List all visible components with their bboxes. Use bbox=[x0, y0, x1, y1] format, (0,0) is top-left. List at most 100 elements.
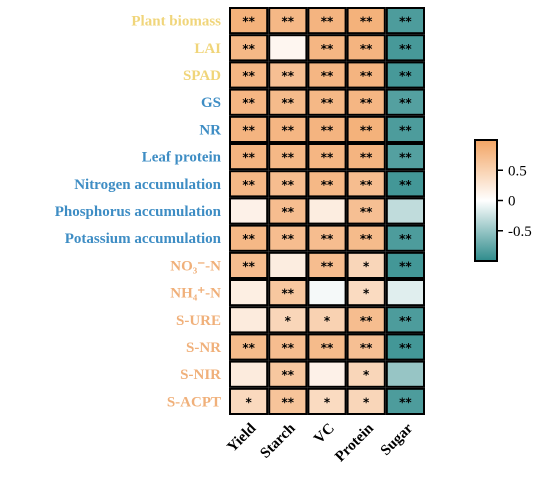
heatmap-cell bbox=[268, 143, 308, 171]
colorbar-gradient bbox=[474, 139, 498, 262]
significance-label: ** bbox=[399, 96, 412, 110]
significance-label: ** bbox=[282, 151, 295, 165]
heatmap-cell bbox=[229, 115, 269, 144]
significance-label: ** bbox=[282, 69, 295, 83]
significance-label: ** bbox=[360, 232, 373, 246]
heatmap-cell bbox=[268, 115, 308, 144]
significance-label: ** bbox=[360, 341, 373, 355]
significance-label: ** bbox=[242, 96, 255, 110]
significance-label: ** bbox=[242, 259, 255, 273]
heatmap-cell bbox=[229, 387, 269, 415]
heatmap-cell bbox=[229, 224, 269, 252]
significance-label: ** bbox=[321, 69, 334, 83]
heatmap-cells: ** ** ** ** **** ** ** **** ** ** ** **** ** ** ** ****… bbox=[229, 7, 425, 415]
column-label: Protein bbox=[332, 420, 377, 465]
heatmap-cell bbox=[307, 115, 347, 144]
significance-label: ** bbox=[360, 314, 373, 328]
heatmap-cell bbox=[229, 279, 269, 307]
heatmap-cell bbox=[346, 115, 386, 144]
heatmap-cell bbox=[307, 170, 347, 198]
heatmap-cell bbox=[307, 224, 347, 252]
row-label: LAI bbox=[194, 41, 221, 57]
heatmap-cell bbox=[307, 34, 347, 62]
heatmap-cell bbox=[307, 333, 347, 361]
significance-label: ** bbox=[242, 123, 255, 137]
heatmap-cell bbox=[385, 143, 425, 171]
row-label: Plant biomass bbox=[131, 14, 221, 30]
heatmap-cell bbox=[268, 88, 308, 116]
heatmap-cell bbox=[268, 333, 308, 361]
significance-label: ** bbox=[321, 15, 334, 29]
heatmap-cell bbox=[268, 306, 308, 334]
significance-label: ** bbox=[242, 15, 255, 29]
significance-label: ** bbox=[321, 96, 334, 110]
heatmap-cell bbox=[385, 88, 425, 116]
heatmap-cell bbox=[268, 61, 308, 89]
significance-label: ** bbox=[399, 395, 412, 409]
significance-label: ** bbox=[399, 151, 412, 165]
row-labels: Plant biomass LAI SPAD GS NR Leaf protein Nitr… bbox=[55, 14, 222, 411]
row-label: NH₄⁺-N bbox=[170, 286, 221, 302]
row-label: S-NR bbox=[186, 340, 221, 356]
column-label: VC bbox=[311, 421, 338, 448]
row-label: GS bbox=[201, 95, 221, 111]
heatmap-cell bbox=[229, 34, 269, 62]
heatmap-cell bbox=[268, 360, 308, 388]
significance-label: ** bbox=[282, 232, 295, 246]
heatmap-cell bbox=[229, 333, 269, 361]
row-label: NO₃⁻-N bbox=[170, 258, 221, 274]
significance-label: ** bbox=[399, 178, 412, 192]
column-label: Yield bbox=[224, 420, 260, 456]
heatmap-cell bbox=[229, 170, 269, 198]
significance-label: ** bbox=[360, 42, 373, 56]
significance-label: * bbox=[363, 395, 370, 409]
column-label: Starch bbox=[257, 420, 299, 462]
heatmap-cell bbox=[268, 279, 308, 307]
significance-label: ** bbox=[360, 123, 373, 137]
heatmap-cell bbox=[307, 251, 347, 280]
significance-label: ** bbox=[321, 151, 334, 165]
significance-label: ** bbox=[321, 42, 334, 56]
colorbar: 0.5 0 -0.5 bbox=[474, 139, 532, 262]
significance-label: ** bbox=[282, 341, 295, 355]
significance-label: * bbox=[245, 395, 252, 409]
heatmap-cell bbox=[346, 224, 386, 252]
significance-label: ** bbox=[399, 232, 412, 246]
significance-label: ** bbox=[360, 96, 373, 110]
heatmap-cell bbox=[307, 197, 347, 225]
heatmap-cell bbox=[385, 333, 425, 361]
heatmap-cell bbox=[346, 170, 386, 198]
row-label: S-ACPT bbox=[167, 394, 221, 410]
row-label: S-NIR bbox=[180, 367, 221, 383]
row-label: Phosphorus accumulation bbox=[55, 204, 222, 220]
significance-label: ** bbox=[399, 15, 412, 29]
heatmap-cell bbox=[268, 387, 308, 415]
heatmap-cell bbox=[268, 197, 308, 225]
heatmap-cell bbox=[385, 306, 425, 334]
significance-label: * bbox=[363, 368, 370, 382]
significance-label: ** bbox=[399, 259, 412, 273]
heatmap-cell bbox=[229, 88, 269, 116]
significance-label: * bbox=[324, 314, 331, 328]
heatmap-cell bbox=[307, 7, 347, 35]
heatmap-cell bbox=[346, 197, 386, 225]
row-label: Nitrogen accumulation bbox=[74, 177, 221, 193]
heatmap-cell bbox=[346, 279, 386, 307]
significance-label: ** bbox=[242, 341, 255, 355]
row-label: SPAD bbox=[183, 68, 221, 84]
heatmap-cell bbox=[385, 170, 425, 198]
heatmap-cell bbox=[229, 306, 269, 334]
colorbar-tick-label: -0.5 bbox=[508, 224, 532, 240]
heatmap-cell bbox=[346, 387, 386, 415]
heatmap-cell bbox=[229, 7, 269, 35]
significance-label: ** bbox=[321, 341, 334, 355]
heatmap-cell bbox=[307, 360, 347, 388]
heatmap-cell bbox=[346, 360, 386, 388]
significance-label: ** bbox=[399, 42, 412, 56]
significance-label: ** bbox=[282, 287, 295, 301]
heatmap-cell bbox=[229, 197, 269, 225]
heatmap-cell bbox=[229, 251, 269, 280]
significance-label: ** bbox=[399, 341, 412, 355]
heatmap-cell bbox=[268, 170, 308, 198]
